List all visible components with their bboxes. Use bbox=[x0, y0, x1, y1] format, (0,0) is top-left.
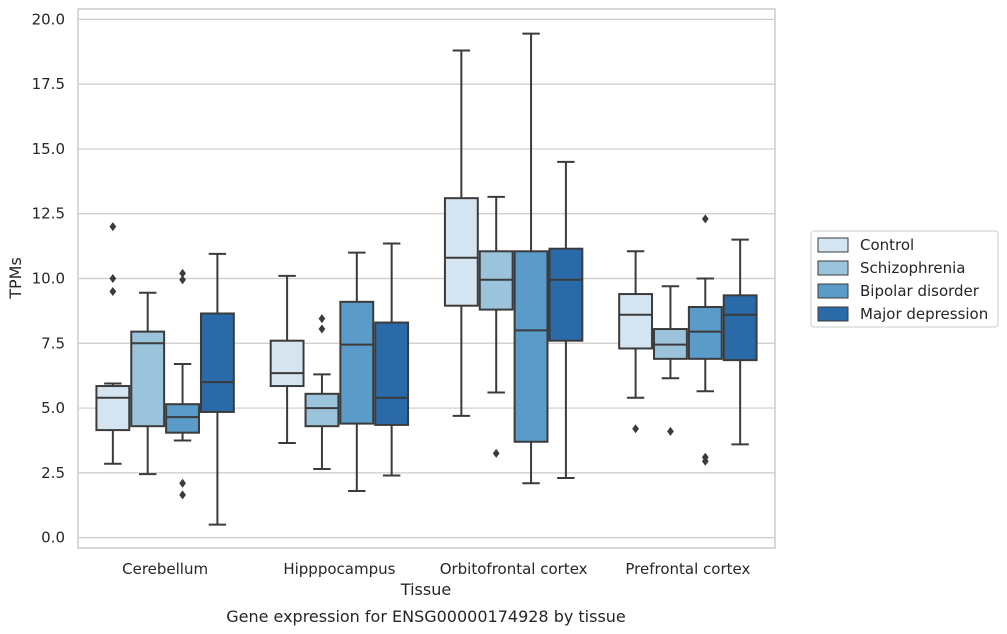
box-schizophrenia-cerebellum bbox=[130, 291, 166, 476]
box-body bbox=[513, 250, 549, 443]
y-tick-label: 20.0 bbox=[32, 10, 65, 28]
y-tick-labels: 0.0 2.5 5.0 7.5 10.0 12.5 15.0 17.5 20.0 bbox=[32, 10, 65, 546]
outlier-point bbox=[109, 274, 117, 283]
legend-frame bbox=[810, 230, 999, 328]
legend-swatch bbox=[817, 260, 849, 276]
x-tick-label: Cerebellum bbox=[122, 560, 208, 578]
y-axis-label: TPMs bbox=[6, 257, 25, 300]
outlier-point bbox=[701, 214, 709, 224]
outlier-point bbox=[701, 456, 709, 466]
y-tick-label: 15.0 bbox=[32, 140, 65, 158]
outlier-point bbox=[179, 275, 186, 285]
outlier-point bbox=[109, 286, 117, 296]
outlier-point bbox=[667, 426, 674, 436]
box-body bbox=[269, 339, 305, 388]
box-body bbox=[199, 312, 235, 413]
box-body bbox=[165, 403, 200, 434]
x-tick-label: Prefrontal cortex bbox=[625, 560, 750, 578]
x-axis-label: Tissue bbox=[400, 580, 451, 599]
box-control-orbitofrontal-cortex bbox=[443, 49, 479, 417]
box-body bbox=[374, 321, 410, 426]
box-body bbox=[130, 330, 166, 428]
outlier-point bbox=[179, 268, 186, 278]
outlier-point bbox=[179, 490, 186, 500]
y-tick-label: 0.0 bbox=[41, 529, 65, 547]
outlier-point bbox=[109, 222, 117, 232]
box-body bbox=[304, 392, 340, 428]
box-major-depression-prefrontal-cortex bbox=[722, 238, 758, 446]
box-body bbox=[548, 247, 584, 342]
x-tick-labels: Cerebellum Hipppocampus Orbitofrontal cort… bbox=[122, 560, 750, 578]
legend: Control Schizophrenia Bipolar disorder Majo… bbox=[810, 230, 999, 328]
legend-item-control: Control bbox=[817, 236, 914, 254]
plot-frame bbox=[77, 8, 776, 549]
box-bipolar-disorder-orbitofrontal-cortex bbox=[513, 32, 549, 485]
outlier-point bbox=[318, 324, 326, 334]
box-body bbox=[339, 300, 375, 425]
boxes bbox=[95, 32, 758, 526]
figure-caption: Gene expression for ENSG00000174928 by t… bbox=[226, 607, 626, 626]
outlier-point bbox=[632, 424, 639, 434]
legend-item-major-depression: Major depression bbox=[817, 305, 988, 323]
legend-item-schizophrenia: Schizophrenia bbox=[817, 259, 965, 277]
x-tick-label: Hipppocampus bbox=[283, 560, 395, 578]
box-bipolar-disorder-hipppocampus bbox=[339, 251, 375, 492]
box-body bbox=[618, 293, 654, 350]
legend-swatch bbox=[817, 306, 849, 322]
box-schizophrenia-orbitofrontal-cortex bbox=[478, 195, 514, 458]
box-control-hipppocampus bbox=[269, 274, 305, 445]
box-bipolar-disorder-cerebellum bbox=[165, 268, 200, 500]
outlier-point bbox=[179, 478, 186, 488]
box-body bbox=[95, 385, 131, 432]
y-tick-label: 2.5 bbox=[41, 464, 65, 482]
box-schizophrenia-prefrontal-cortex bbox=[653, 285, 688, 436]
legend-swatch bbox=[817, 283, 849, 299]
outlier-point bbox=[318, 314, 326, 324]
legend-label: Bipolar disorder bbox=[860, 282, 980, 300]
box-major-depression-hipppocampus bbox=[374, 242, 410, 477]
outlier-point bbox=[492, 448, 500, 458]
legend-item-bipolar-disorder: Bipolar disorder bbox=[817, 282, 980, 300]
legend-label: Control bbox=[860, 236, 914, 254]
legend-swatch bbox=[817, 237, 849, 253]
box-body bbox=[687, 306, 723, 360]
legend-label: Schizophrenia bbox=[860, 259, 965, 277]
box-control-cerebellum bbox=[95, 222, 131, 465]
y-tick-label: 5.0 bbox=[41, 399, 65, 417]
y-tick-label: 10.0 bbox=[32, 270, 65, 288]
box-control-prefrontal-cortex bbox=[618, 250, 654, 434]
y-tick-label: 7.5 bbox=[41, 334, 65, 352]
box-major-depression-orbitofrontal-cortex bbox=[548, 160, 584, 480]
x-tick-label: Orbitofrontal cortex bbox=[440, 560, 588, 578]
box-bipolar-disorder-prefrontal-cortex bbox=[687, 214, 723, 466]
box-schizophrenia-hipppocampus bbox=[304, 314, 340, 470]
y-tick-label: 12.5 bbox=[32, 205, 65, 223]
box-body bbox=[443, 197, 479, 307]
box-major-depression-cerebellum bbox=[199, 252, 235, 526]
y-tick-label: 17.5 bbox=[32, 75, 65, 93]
box-body bbox=[722, 294, 758, 362]
legend-label: Major depression bbox=[860, 305, 988, 323]
